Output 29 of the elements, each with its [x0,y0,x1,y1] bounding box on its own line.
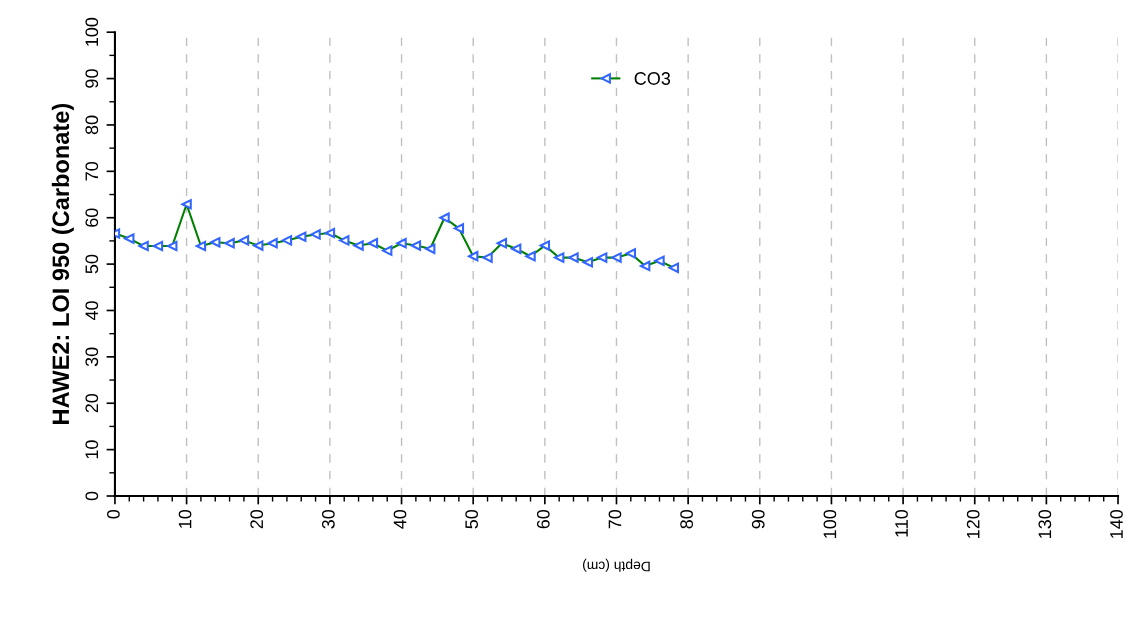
y-tick-label: 40 [85,301,99,321]
x-tick-label: 60 [536,509,550,529]
y-tick-label: 100 [85,17,99,46]
legend-label: CO3 [634,72,671,85]
y-tick-label: 0 [85,491,99,501]
y-tick-label: 70 [85,162,99,181]
x-tick-label: 90 [751,509,765,529]
y-tick-label: 60 [85,208,99,227]
y-tick-label: 80 [85,115,99,135]
x-tick-label: 80 [680,509,693,529]
x-tick-label: 30 [321,509,335,529]
x-tick-label: 40 [393,509,407,529]
x-tick-label: 20 [250,509,264,529]
y-tick-label: 10 [85,440,99,459]
x-tick-label: 120 [966,509,980,538]
x-tick-label: 50 [465,509,479,529]
y-tick-label: 30 [85,347,99,367]
x-tick-label: 10 [178,509,192,528]
y-axis-title: HAWE2: LOI 950 (Carbonate) [51,103,74,424]
x-tick-label: 100 [823,509,837,538]
y-tick-label: 50 [85,254,99,274]
y-tick-label: 90 [85,69,99,88]
x-tick-label: 70 [608,509,622,529]
x-tick-label: 110 [895,509,908,537]
x-axis-title: Depth (cm) [583,558,650,572]
x-tick-label: 130 [1038,509,1052,538]
x-tick-label: 0 [107,509,120,519]
y-tick-label: 20 [85,393,99,413]
x-tick-label: 140 [1110,509,1123,538]
